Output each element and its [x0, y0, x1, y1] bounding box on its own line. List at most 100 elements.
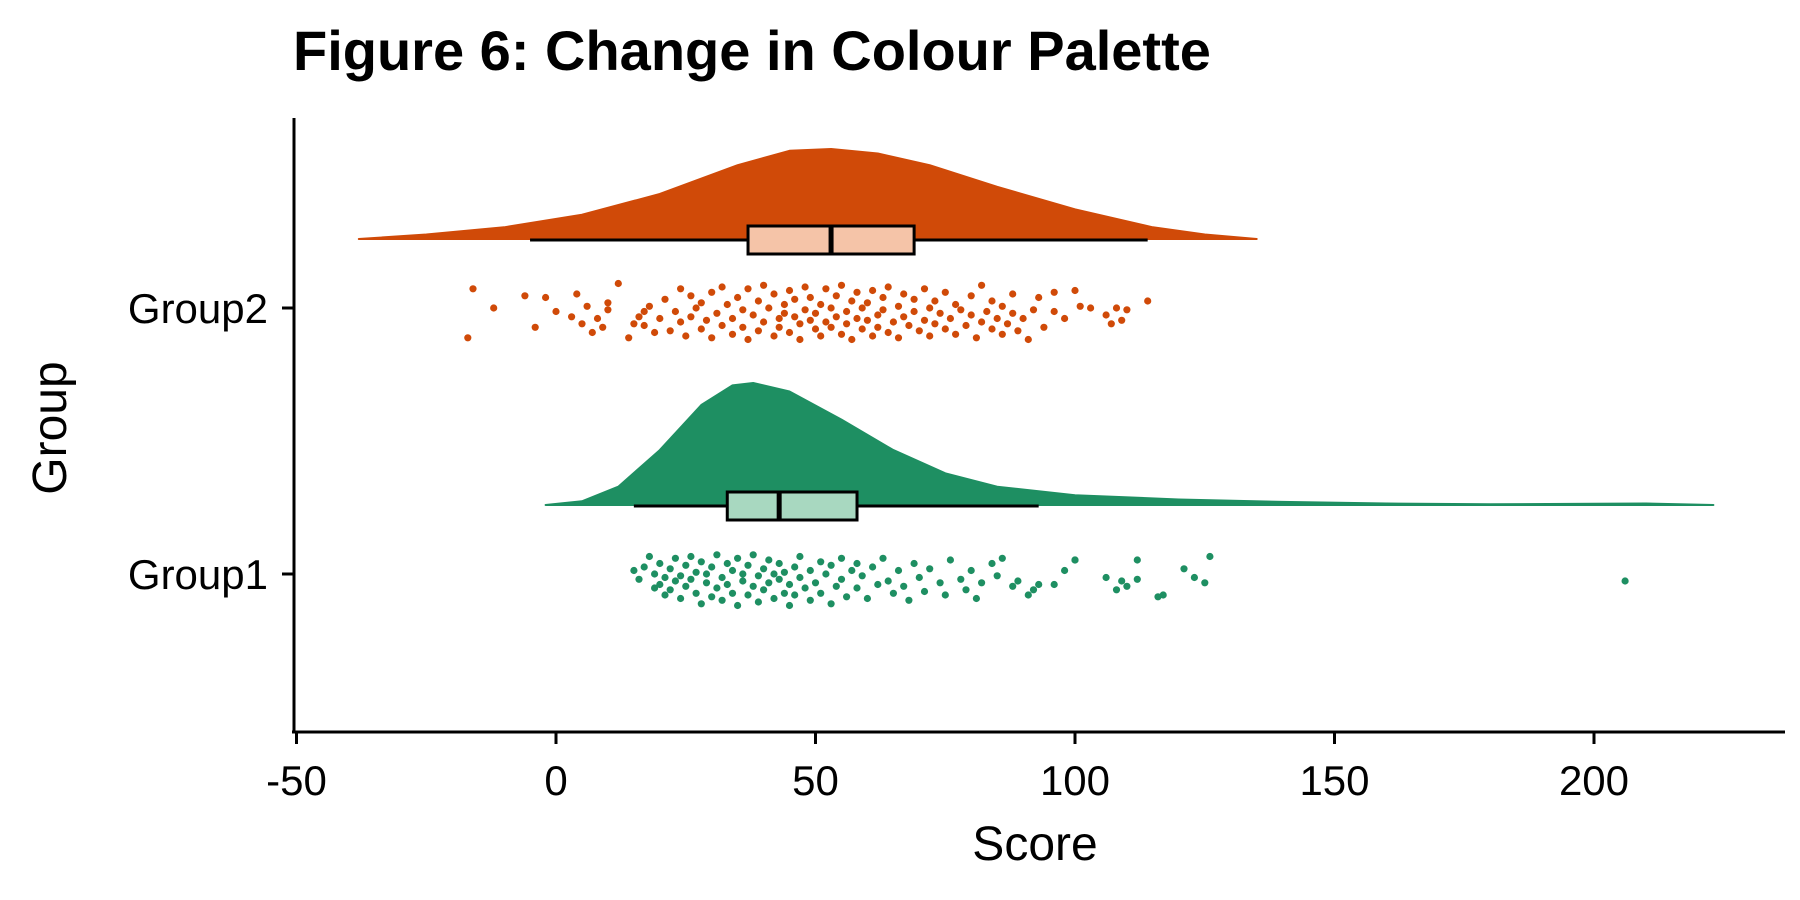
group1-point [671, 554, 680, 562]
group2-point [760, 318, 768, 326]
group1-point [687, 552, 695, 561]
group1-box [725, 490, 859, 522]
group2-point [941, 288, 949, 296]
group2-point [827, 323, 835, 331]
group1-point [770, 594, 778, 603]
group2-point [863, 316, 872, 324]
group2-point [837, 281, 846, 289]
group2-point [630, 320, 638, 328]
group2-point [858, 304, 866, 312]
group2-point [1035, 293, 1043, 302]
group2-point [754, 297, 763, 305]
group2-point [879, 293, 887, 302]
group1-point [905, 596, 913, 604]
group1-point [915, 573, 923, 582]
group2-point [952, 330, 960, 338]
x-tick-label: -50 [266, 757, 327, 804]
group2-point [910, 307, 918, 316]
group1-point [853, 584, 861, 592]
group1-point [728, 566, 737, 575]
y-axis-title: Group [24, 361, 77, 494]
group2-point [708, 334, 716, 342]
group2-point [900, 313, 908, 321]
group1-point [739, 570, 747, 578]
group1-point [1014, 577, 1022, 585]
group2-point [915, 327, 923, 335]
group2-point [625, 334, 633, 342]
group1-density-cloud [544, 382, 1715, 506]
group1-point [656, 559, 664, 568]
group1-point [749, 551, 757, 559]
group1-point [682, 561, 690, 569]
group2-point [884, 283, 892, 291]
group2-point [604, 306, 612, 314]
group2-point [1019, 314, 1027, 323]
group2-point [785, 286, 794, 295]
group1-point [744, 591, 752, 599]
group2-point [728, 330, 737, 338]
group1-point [754, 572, 763, 580]
group1-point [1133, 556, 1141, 564]
group2-point [770, 290, 778, 298]
group1-point [1190, 573, 1198, 582]
group1-point [858, 572, 866, 580]
group2-point [972, 334, 981, 342]
group2-point [884, 328, 892, 337]
group2-point [728, 314, 737, 323]
group1-point [780, 568, 789, 576]
group1-point [1123, 582, 1131, 590]
group2-point [988, 325, 996, 333]
group2-point [739, 323, 747, 331]
group2-point [1014, 327, 1022, 335]
group2-point [848, 335, 856, 344]
group2-point [640, 321, 648, 330]
group1-point [853, 559, 861, 568]
group2-point [905, 321, 913, 330]
group1-point [734, 601, 742, 610]
group2-point [1123, 306, 1131, 314]
group2-point [573, 290, 581, 298]
group1-point [1050, 580, 1058, 589]
group2-point [827, 304, 835, 312]
group1-point [1112, 586, 1121, 594]
group2-point [988, 297, 996, 305]
group2-point [1029, 306, 1038, 314]
x-axis-title: Score [972, 818, 1097, 871]
group1-point [827, 600, 835, 608]
group2-point [983, 307, 991, 316]
group2-point [1071, 286, 1079, 295]
group1-point [837, 575, 846, 583]
group2-point [765, 304, 773, 312]
group2-point [806, 293, 814, 302]
group2-point [697, 299, 705, 307]
group2-point [978, 318, 986, 326]
group2-point [531, 323, 539, 331]
group2-point [770, 332, 778, 340]
group1-point [848, 566, 856, 575]
group1-point [884, 577, 892, 585]
group2-point [656, 314, 664, 323]
group1-point [718, 596, 726, 604]
group1-point [811, 579, 820, 587]
group1-point [692, 589, 700, 597]
group2-point [593, 314, 602, 323]
group2-point [775, 323, 783, 331]
group1-point [817, 558, 825, 566]
group2-point [801, 283, 809, 291]
group2-point [967, 311, 975, 319]
group2-point [635, 313, 643, 321]
group2-point [796, 320, 804, 328]
group1-point [863, 594, 872, 603]
group1-point [1159, 591, 1167, 599]
group2-point [749, 311, 757, 319]
group2-point [791, 313, 799, 321]
group1-point [894, 566, 903, 575]
group1-point [760, 586, 768, 594]
group2-point [744, 285, 752, 293]
jitter-points [464, 279, 1629, 610]
density-clouds [357, 148, 1715, 506]
group1-point [967, 566, 975, 575]
group1-point [806, 596, 814, 604]
group2-point [723, 300, 731, 309]
group2-point [1102, 311, 1110, 319]
